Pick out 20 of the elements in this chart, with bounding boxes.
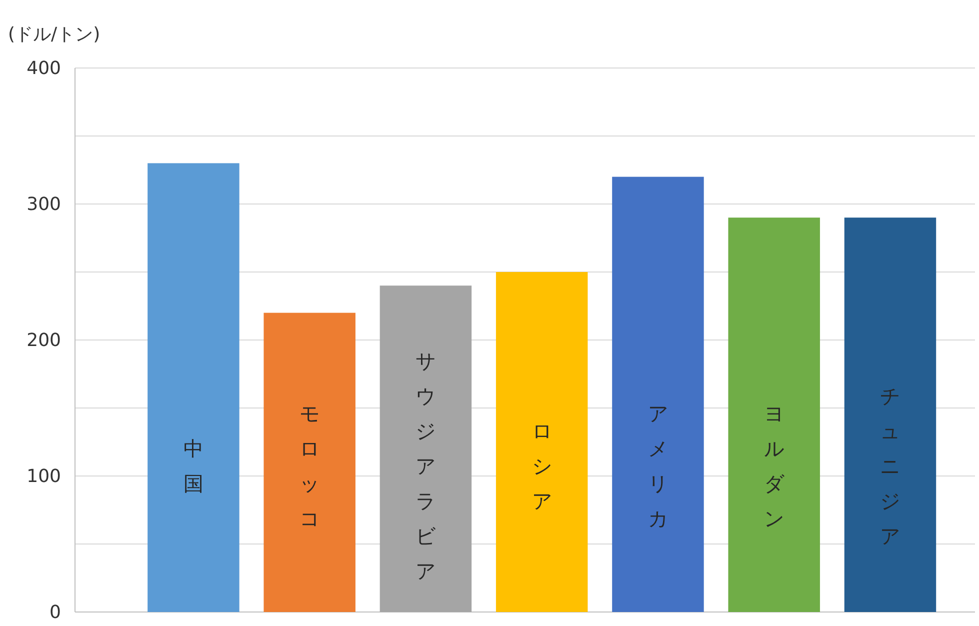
x-tick-label: 中国 xyxy=(183,436,204,496)
y-axis-title: (ドル/トン) xyxy=(8,24,100,45)
bar xyxy=(728,218,820,612)
x-tick-label: ヨルダン xyxy=(764,402,786,531)
bar xyxy=(844,218,936,612)
y-tick-label: 0 xyxy=(50,602,61,623)
x-tick-label: チュニジア xyxy=(880,384,900,548)
bar xyxy=(612,176,704,612)
y-tick-label: 100 xyxy=(26,466,61,487)
x-tick-label: サウジアラビア xyxy=(416,349,437,584)
x-tick-label: アメリカ xyxy=(648,402,668,531)
y-tick-label: 300 xyxy=(26,194,61,215)
bar xyxy=(264,312,356,612)
bar xyxy=(148,163,240,612)
y-tick-label: 200 xyxy=(26,330,61,351)
bar xyxy=(496,272,588,612)
bar xyxy=(380,286,472,612)
y-tick-label: 400 xyxy=(26,58,61,79)
x-tick-label: ロシア xyxy=(532,419,552,514)
x-tick-label: モロッコ xyxy=(300,402,320,531)
